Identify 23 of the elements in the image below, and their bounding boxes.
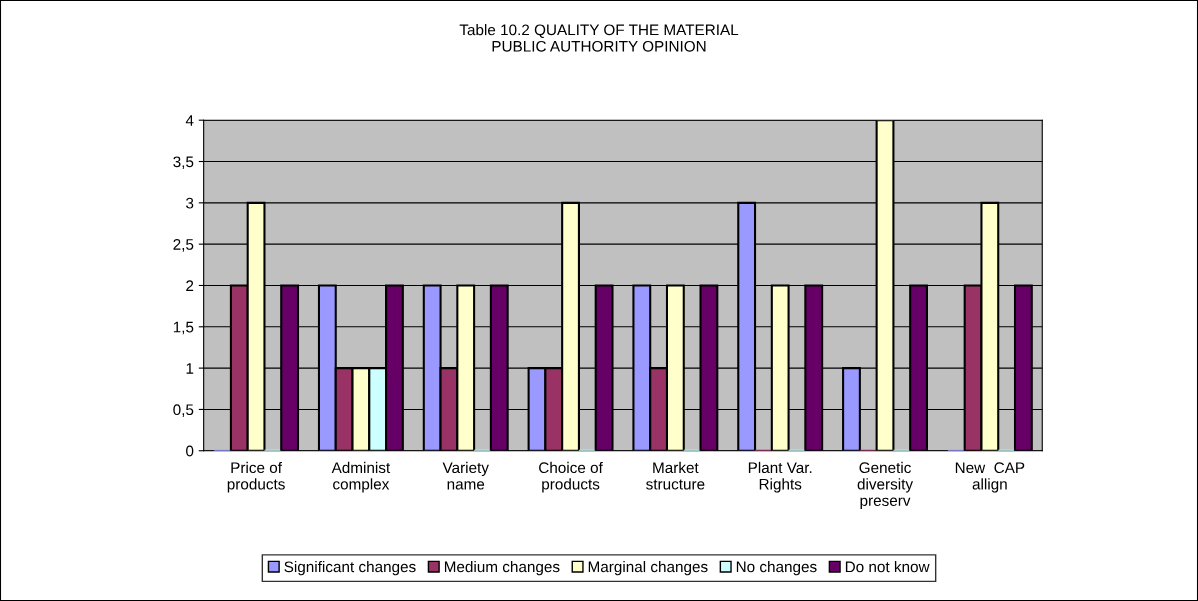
legend-label: No changes (736, 560, 817, 576)
x-tick-label: Genetic diversity preserv (857, 461, 914, 510)
y-tick-label: 0 (186, 445, 194, 457)
x-tick-label: New CAP allign (955, 462, 1025, 493)
y-tick-label: 2,5 (173, 239, 194, 252)
x-tick-label: Price of products (227, 461, 285, 493)
legend-label: Medium changes (444, 560, 560, 576)
y-tick-label: 0,5 (173, 404, 194, 417)
y-tick-label: 1,5 (173, 321, 194, 335)
y-tick-label: 1 (186, 363, 194, 374)
x-tick-label: Choice of products (539, 461, 603, 493)
legend-label: Significant changes (284, 560, 416, 576)
x-tick-label: Market structure (646, 461, 705, 490)
legend-label: Do not know (845, 560, 930, 573)
x-tick-label: Variety name (442, 461, 489, 490)
x-tick-label: Administ complex (331, 461, 391, 493)
y-tick-label: 3 (186, 197, 194, 209)
y-tick-label: 2 (186, 280, 194, 292)
legend-label: Marginal changes (588, 560, 708, 576)
x-tick-label: Plant Var. Rights (748, 461, 812, 493)
chart-title: Table 10.2 QUALITY OF THE MATERIAL PUBLIC AUTHORITY OPINION (459, 24, 739, 52)
y-tick-label: 4 (185, 115, 194, 126)
y-tick-label: 3,5 (173, 156, 194, 170)
